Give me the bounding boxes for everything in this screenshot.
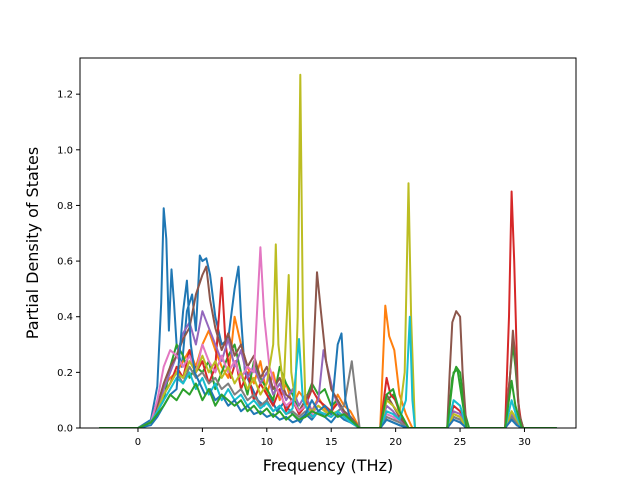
series-line-8 (99, 360, 557, 428)
x-axis-label: Frequency (THz) (263, 456, 393, 475)
y-tick-label: 1.2 (57, 90, 73, 101)
series-layer (99, 73, 557, 428)
series-line-12 (99, 368, 557, 428)
y-tick-label: 1.0 (57, 145, 73, 156)
y-axis-ticks: 0.0 0.2 0.4 0.6 0.8 1.0 1.2 (57, 90, 80, 435)
y-tick-label: 0.4 (57, 312, 73, 323)
x-tick-label: 10 (260, 437, 273, 448)
x-tick-label: 20 (389, 437, 402, 448)
y-tick-label: 0.8 (57, 201, 73, 212)
series-line-10 (99, 315, 557, 428)
series-line-7 (99, 246, 557, 428)
y-axis-label: Partial Density of States (23, 147, 42, 339)
series-line-9 (99, 73, 557, 428)
x-tick-label: 5 (199, 437, 205, 448)
x-tick-label: 25 (454, 437, 467, 448)
series-line-11 (99, 279, 557, 428)
y-tick-label: 0.6 (57, 257, 73, 268)
y-tick-label: 0.0 (57, 424, 73, 435)
plot-frame (79, 57, 577, 429)
x-tick-label: 30 (518, 437, 531, 448)
x-tick-label: 0 (135, 437, 141, 448)
x-tick-label: 15 (325, 437, 338, 448)
x-axis-ticks: 0 5 10 15 20 25 30 (135, 428, 531, 448)
y-tick-label: 0.2 (57, 368, 73, 379)
series-line-6 (99, 265, 557, 428)
